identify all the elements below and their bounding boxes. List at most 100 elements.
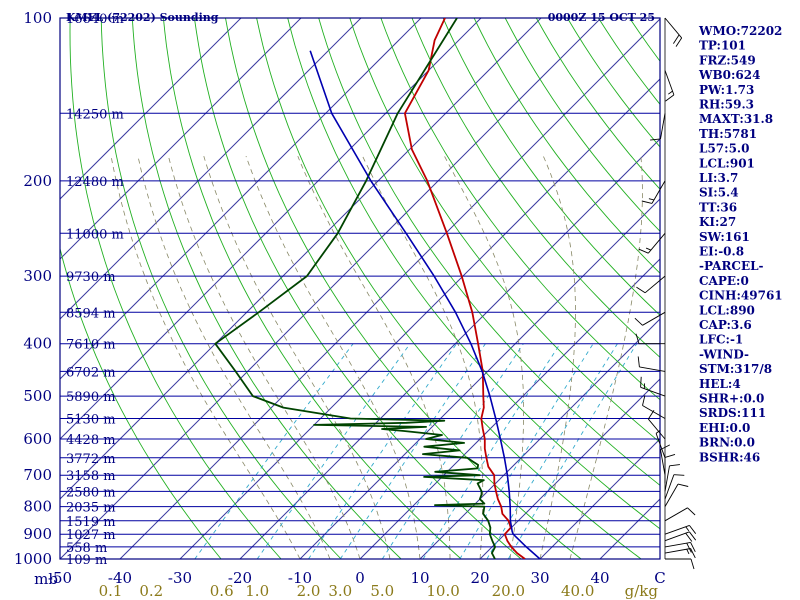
wind-barb-staff xyxy=(664,531,690,542)
wind-barb-staff xyxy=(642,405,666,419)
temperature-tick-label: -50 xyxy=(48,569,72,587)
height-label: 3772 m xyxy=(66,452,116,467)
stability-index-item: STM:317/8 xyxy=(699,362,772,376)
wind-barb-staff xyxy=(660,449,666,476)
isotherm-line xyxy=(60,18,542,500)
mixing-ratio-line xyxy=(256,343,411,559)
wind-barb-flag xyxy=(675,37,683,47)
pressure-tick-label: 800 xyxy=(23,498,52,516)
dry-adiabat-line xyxy=(60,246,222,559)
temperature-trace xyxy=(404,18,526,559)
wind-barb-staff xyxy=(664,524,690,535)
wind-barb-flag xyxy=(635,333,640,344)
dry-adiabat-line xyxy=(567,18,660,148)
wind-barb-staff xyxy=(651,180,666,204)
mixing-ratio-tick-label: 0.2 xyxy=(139,582,163,600)
stability-index-item: WB0:624 xyxy=(698,68,760,82)
stability-index-item: KI:27 xyxy=(699,215,736,229)
mixing-ratio-tick-label: 3.0 xyxy=(328,582,352,600)
dry-adiabat-line xyxy=(162,18,462,559)
stability-index-item: RH:59.3 xyxy=(699,98,754,112)
wind-barb xyxy=(664,70,675,102)
wind-barb-staff xyxy=(647,418,666,440)
pressure-tick-label: 600 xyxy=(23,430,52,448)
wind-barb xyxy=(664,17,683,47)
stability-index-item: TT:36 xyxy=(699,200,737,214)
height-label: 5130 m xyxy=(66,413,116,428)
wind-barb-flag xyxy=(673,474,685,476)
stability-index-item: LI:3.7 xyxy=(699,171,738,185)
temperature-tick-label: C xyxy=(654,569,665,587)
stability-index-item: L57:5.0 xyxy=(699,142,749,156)
wind-barb-flag xyxy=(634,317,643,326)
wind-barb-flag xyxy=(673,34,680,44)
isotherm-line xyxy=(60,18,362,320)
station-title: KMFL (72202) Sounding xyxy=(66,11,219,24)
background-lines xyxy=(60,18,800,559)
wind-barb-flag xyxy=(690,548,696,559)
isotherm-line xyxy=(419,318,660,559)
wind-barb xyxy=(655,429,666,458)
wind-barb-staff xyxy=(664,465,670,492)
height-label: 2035 m xyxy=(66,501,116,516)
wind-barb-staff xyxy=(664,541,691,548)
stability-index-item: TP:101 xyxy=(699,39,746,53)
dry-adiabat-line xyxy=(131,18,402,559)
pressure-unit-label: mb xyxy=(34,570,58,588)
dry-adiabat-line xyxy=(785,18,800,559)
wind-barb-half-flag xyxy=(645,247,652,251)
temperature-tick-label: 0 xyxy=(355,569,365,587)
wind-barb-flag xyxy=(640,376,642,388)
height-label: 16640 m xyxy=(66,12,124,27)
wind-barb-staff xyxy=(664,70,675,96)
wind-barb-staff xyxy=(664,548,691,554)
mixing-ratio-line xyxy=(486,343,618,559)
wind-barb-staff xyxy=(647,233,666,254)
wind-barb xyxy=(634,311,666,326)
isotherm-line xyxy=(60,18,422,380)
wind-barb-staff xyxy=(664,17,683,39)
wind-barb-half-flag xyxy=(648,198,655,201)
wind-barb-flag xyxy=(689,525,697,534)
height-label: 7610 m xyxy=(66,338,116,353)
height-label: 1519 m xyxy=(66,515,116,530)
wind-barb-flag xyxy=(690,542,696,553)
isotherm-line xyxy=(479,378,660,559)
wind-barb xyxy=(650,113,666,141)
wind-barb-staff xyxy=(642,311,666,326)
wind-barb-half-flag xyxy=(686,549,690,555)
wind-barb xyxy=(637,356,666,372)
pressure-tick-label: 900 xyxy=(23,525,52,543)
stability-index-item: SHR+:0.0 xyxy=(699,392,764,406)
wind-barb-flag xyxy=(665,94,675,102)
height-label: 4428 m xyxy=(66,433,116,448)
wind-barb-staff xyxy=(664,483,679,507)
wind-barb xyxy=(664,524,697,535)
wind-barb xyxy=(664,453,676,484)
mixing-ratio-unit-label: g/kg xyxy=(625,582,659,600)
mixing-ratio-line xyxy=(194,343,354,559)
wind-barb xyxy=(635,333,665,345)
stability-index-item: -WIND- xyxy=(699,347,749,361)
wind-barb xyxy=(636,275,666,294)
wind-barb-flag xyxy=(690,558,695,570)
moist-adiabat-line xyxy=(245,155,421,559)
pressure-tick-label: 500 xyxy=(23,387,52,405)
mixing-ratio-tick-label: 2.0 xyxy=(297,582,321,600)
dry-adiabat-line xyxy=(100,18,342,559)
dry-adiabat-line xyxy=(318,18,660,486)
dry-adiabat-line xyxy=(380,18,660,401)
height-label: 3158 m xyxy=(66,469,116,484)
wind-barb-staff xyxy=(664,474,675,500)
stability-index-item: LCL:901 xyxy=(699,156,755,170)
mixing-ratio-tick-label: 20.0 xyxy=(492,582,525,600)
stability-index-item: CAPE:0 xyxy=(699,274,749,288)
stability-index-item: SRDS:111 xyxy=(699,406,766,420)
temperature-tick-label: -20 xyxy=(228,569,252,587)
wind-barb xyxy=(665,558,695,570)
temperature-tick-label: -30 xyxy=(168,569,192,587)
wind-barb-half-flag xyxy=(685,526,690,532)
temperature-tick-label: 10 xyxy=(410,569,429,587)
